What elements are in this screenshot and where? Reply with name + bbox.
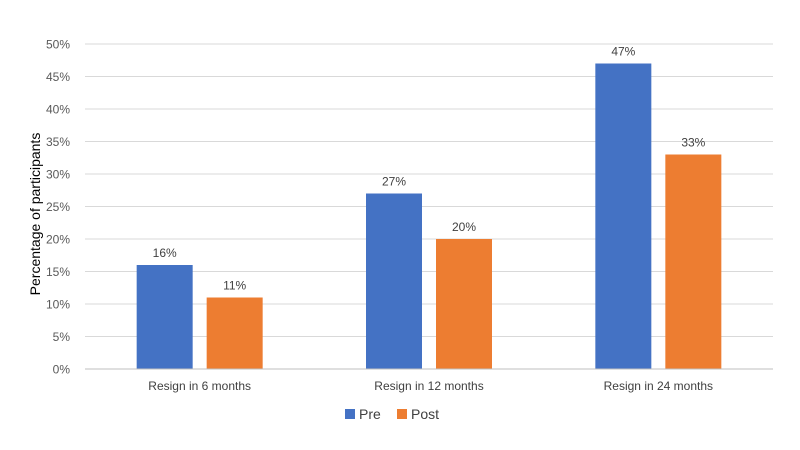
bar-data-label: 11%	[223, 279, 246, 293]
bar-data-labels: 16% 11% 27% 20% 47% 33%	[153, 45, 706, 293]
x-tick-label: Resign in 24 months	[604, 379, 713, 393]
legend-swatch-pre	[345, 409, 355, 419]
legend-swatch-post	[397, 409, 407, 419]
y-axis-title: Percentage of participants	[27, 133, 43, 296]
x-axis-categories: Resign in 6 months Resign in 12 months Res…	[148, 379, 713, 393]
y-axis-ticks: 0% 5% 10% 15% 20% 25% 30% 35% 40% 45% 50%	[46, 38, 70, 377]
y-tick-label: 50%	[46, 38, 70, 52]
bars	[136, 63, 722, 369]
y-tick-label: 20%	[46, 233, 70, 247]
y-tick-label: 40%	[46, 103, 70, 117]
y-tick-label: 35%	[46, 135, 70, 149]
y-tick-label: 0%	[53, 363, 71, 377]
legend: Pre Post	[345, 406, 439, 422]
bar-data-label: 20%	[452, 220, 476, 234]
bar-data-label: 47%	[611, 45, 635, 59]
y-tick-label: 5%	[53, 330, 71, 344]
x-tick-label: Resign in 6 months	[148, 379, 251, 393]
bar-data-label: 33%	[681, 136, 705, 150]
y-tick-label: 30%	[46, 168, 70, 182]
legend-label-post: Post	[411, 406, 439, 422]
y-tick-label: 25%	[46, 200, 70, 214]
bar-post-2	[436, 239, 492, 369]
y-tick-label: 45%	[46, 70, 70, 84]
bar-post-3	[665, 154, 722, 369]
bar-data-label: 16%	[153, 246, 177, 260]
bar-pre-2	[366, 193, 422, 369]
bar-post-1	[206, 297, 263, 369]
legend-label-pre: Pre	[359, 406, 381, 422]
bar-data-label: 27%	[382, 175, 406, 189]
bar-pre-1	[136, 265, 193, 369]
y-tick-label: 15%	[46, 265, 70, 279]
bar-pre-3	[595, 63, 652, 369]
y-tick-label: 10%	[46, 298, 70, 312]
x-tick-label: Resign in 12 months	[374, 379, 483, 393]
gridlines	[85, 43, 773, 337]
